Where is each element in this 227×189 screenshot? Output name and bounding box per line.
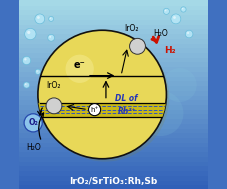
Bar: [19, 71, 208, 76]
Circle shape: [22, 56, 31, 65]
Circle shape: [48, 34, 54, 41]
Circle shape: [24, 58, 27, 60]
Bar: [19, 52, 208, 57]
Circle shape: [24, 82, 30, 88]
Bar: [19, 118, 208, 123]
Circle shape: [138, 91, 183, 136]
Bar: [19, 33, 208, 38]
Text: Rh³⁺: Rh³⁺: [117, 107, 136, 116]
FancyArrowPatch shape: [39, 113, 44, 139]
Bar: [19, 128, 208, 132]
FancyArrowPatch shape: [38, 108, 42, 115]
Bar: [19, 14, 208, 19]
FancyArrowPatch shape: [152, 36, 159, 42]
Text: e⁻: e⁻: [74, 60, 85, 70]
Text: IrO₂/SrTiO₃:Rh,Sb: IrO₂/SrTiO₃:Rh,Sb: [69, 177, 158, 186]
Bar: [19, 85, 208, 90]
Text: O₂: O₂: [28, 118, 38, 127]
Circle shape: [185, 30, 193, 38]
Bar: [19, 175, 208, 180]
Bar: [19, 19, 208, 24]
Text: H₂O: H₂O: [153, 29, 168, 38]
Bar: [19, 104, 208, 109]
Circle shape: [41, 33, 169, 162]
Bar: [19, 61, 208, 66]
Text: H₂: H₂: [164, 46, 175, 55]
Circle shape: [35, 14, 45, 24]
Bar: [19, 0, 208, 5]
Circle shape: [130, 38, 146, 54]
Circle shape: [37, 16, 40, 19]
Circle shape: [49, 16, 54, 21]
Circle shape: [38, 30, 166, 159]
Bar: [19, 170, 208, 175]
Circle shape: [46, 98, 62, 114]
Bar: [19, 165, 208, 170]
Text: IrO₂: IrO₂: [125, 24, 139, 33]
Circle shape: [171, 14, 181, 24]
Circle shape: [182, 8, 183, 9]
Circle shape: [173, 16, 176, 19]
Text: h⁺: h⁺: [91, 107, 99, 113]
Circle shape: [187, 32, 189, 34]
Bar: [19, 38, 208, 43]
Bar: [19, 5, 208, 9]
Circle shape: [66, 55, 94, 83]
Bar: [19, 123, 208, 128]
Bar: [19, 9, 208, 14]
Circle shape: [50, 18, 51, 19]
Circle shape: [165, 10, 166, 11]
Circle shape: [35, 69, 41, 74]
Bar: [19, 142, 208, 146]
Circle shape: [181, 7, 186, 12]
Bar: [19, 76, 208, 80]
Bar: [19, 146, 208, 151]
Bar: [19, 180, 208, 184]
Circle shape: [25, 83, 27, 85]
Bar: [19, 99, 208, 104]
Bar: [19, 43, 208, 47]
Bar: [19, 47, 208, 52]
Bar: [19, 57, 208, 61]
Bar: [19, 66, 208, 71]
Bar: [19, 132, 208, 137]
Bar: [19, 113, 208, 118]
Bar: [19, 90, 208, 94]
Circle shape: [117, 117, 148, 147]
Bar: [19, 109, 208, 113]
Bar: [19, 137, 208, 142]
Circle shape: [163, 8, 169, 14]
Bar: [19, 28, 208, 33]
Bar: [19, 161, 208, 165]
Bar: [19, 80, 208, 85]
Circle shape: [36, 70, 38, 72]
Bar: [19, 156, 208, 161]
Circle shape: [27, 31, 30, 34]
Bar: [19, 151, 208, 156]
Bar: [19, 94, 208, 99]
Circle shape: [49, 36, 51, 38]
Bar: [19, 184, 208, 189]
Text: DL of: DL of: [116, 94, 138, 103]
Bar: [19, 24, 208, 28]
Bar: [38, 102, 166, 117]
Circle shape: [163, 68, 197, 102]
Circle shape: [24, 114, 42, 132]
Circle shape: [89, 104, 101, 116]
Text: IrO₂: IrO₂: [47, 81, 61, 90]
Circle shape: [25, 28, 36, 40]
Text: H₂O: H₂O: [27, 143, 42, 152]
